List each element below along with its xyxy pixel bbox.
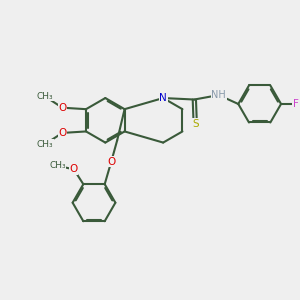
Text: O: O [58, 128, 66, 138]
Text: CH₃: CH₃ [37, 140, 53, 149]
Text: S: S [192, 119, 199, 129]
Text: NH: NH [211, 90, 226, 100]
Text: N: N [159, 93, 167, 103]
Text: O: O [58, 103, 66, 113]
Text: CH₃: CH₃ [49, 161, 66, 170]
Text: O: O [107, 157, 116, 167]
Text: CH₃: CH₃ [37, 92, 53, 101]
Text: F: F [293, 99, 299, 109]
Text: CH₃: CH₃ [37, 140, 53, 149]
Text: CH₃: CH₃ [37, 92, 53, 101]
Text: CH₃: CH₃ [49, 161, 66, 170]
Text: O: O [70, 164, 78, 174]
